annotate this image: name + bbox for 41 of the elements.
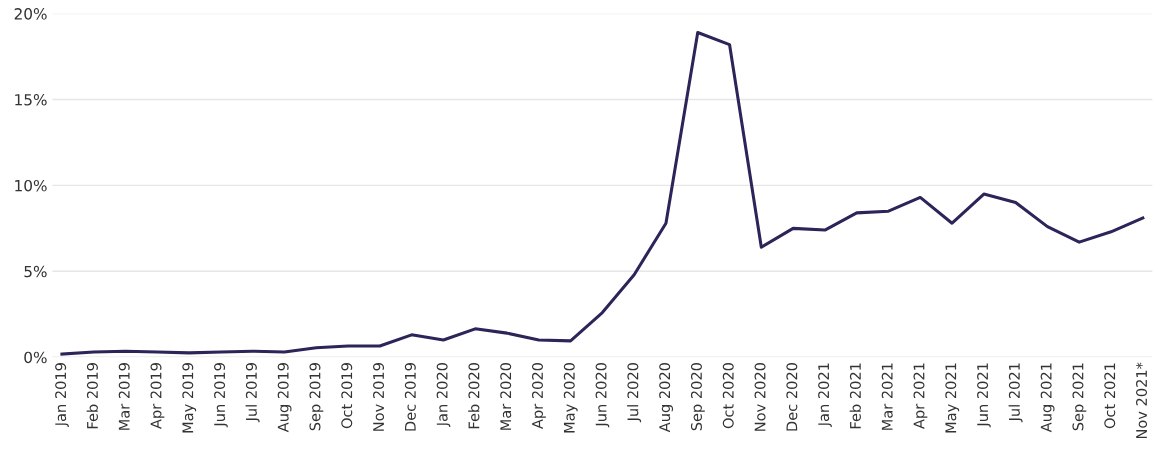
x-tick-label: Aug 2021 bbox=[1040, 363, 1055, 433]
x-tick-label: Mar 2020 bbox=[500, 363, 512, 430]
x-tick-label: Jan 2021 bbox=[818, 363, 832, 428]
y-tick-label: 20% bbox=[14, 8, 47, 20]
x-tick-label: Nov 2020 bbox=[754, 363, 766, 431]
x-tick-label: Jun 2020 bbox=[595, 363, 610, 428]
x-tick-label: Apr 2021 bbox=[913, 363, 928, 429]
x-tick-label: Jun 2019 bbox=[214, 363, 228, 428]
y-tick-label: 15% bbox=[15, 94, 47, 106]
x-tick-label: Sep 2020 bbox=[690, 363, 705, 431]
x-tick-label: Jun 2021 bbox=[977, 363, 991, 428]
x-tick-label: Oct 2021 bbox=[1104, 363, 1116, 429]
x-tick-label: Apr 2019 bbox=[150, 363, 165, 429]
x-tick-label: Nov 2019 bbox=[373, 363, 385, 431]
x-tick-label: Apr 2020 bbox=[531, 363, 546, 429]
x-tick-label: Aug 2020 bbox=[659, 363, 674, 433]
x-tick-label: Jul 2021 bbox=[1008, 363, 1023, 423]
x-tick-label: May 2021 bbox=[945, 363, 960, 433]
x-tick-label: Oct 2019 bbox=[341, 363, 353, 429]
x-tick-label: Jan 2019 bbox=[55, 363, 69, 428]
y-tick-label: 0% bbox=[24, 351, 47, 364]
x-tick-label: Mar 2021 bbox=[881, 363, 893, 430]
x-tick-label: Feb 2020 bbox=[468, 363, 480, 429]
x-tick-label: Sep 2021 bbox=[1072, 363, 1087, 431]
x-tick-label: Aug 2019 bbox=[277, 363, 292, 433]
line-series bbox=[60, 31, 1145, 356]
x-tick-label: Nov 2021* bbox=[1136, 362, 1148, 439]
x-tick-label: Dec 2019 bbox=[404, 363, 416, 431]
x-tick-label: Mar 2019 bbox=[118, 363, 130, 430]
x-tick-label: Oct 2020 bbox=[722, 363, 734, 429]
x-tick-label: Feb 2021 bbox=[849, 363, 861, 429]
x-tick-label: Jul 2020 bbox=[627, 363, 642, 423]
x-tick-label: Jul 2019 bbox=[245, 363, 260, 423]
x-tick-label: May 2019 bbox=[182, 363, 197, 433]
x-tick-label: Sep 2019 bbox=[309, 363, 324, 431]
y-tick-label: 10% bbox=[15, 179, 47, 192]
x-tick-label: Feb 2019 bbox=[86, 363, 98, 429]
x-tick-label: Dec 2020 bbox=[786, 363, 798, 431]
y-tick-label: 5% bbox=[24, 265, 47, 278]
x-tick-label: May 2020 bbox=[563, 363, 578, 433]
x-tick-label: Jan 2020 bbox=[436, 363, 451, 428]
